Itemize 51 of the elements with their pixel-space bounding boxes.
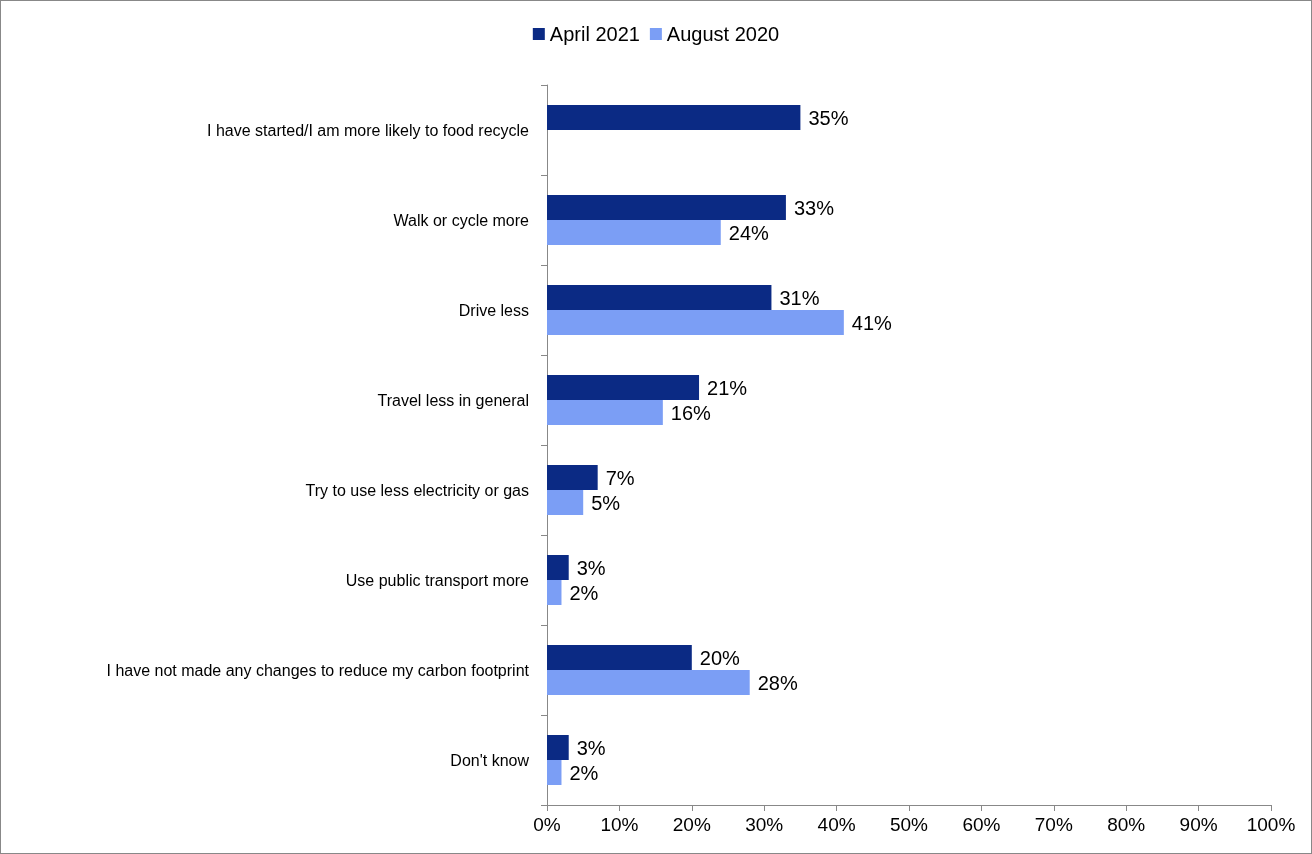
x-tick-label: 80% [1107, 814, 1146, 835]
y-tick-label: Travel less in general [377, 391, 529, 409]
data-label: 41% [851, 311, 893, 334]
data-label: 7% [605, 466, 635, 489]
x-tick-label: 90% [1179, 814, 1218, 835]
data-label: 33% [793, 196, 835, 219]
x-tick-label: 20% [672, 814, 711, 835]
bar [547, 375, 700, 400]
legend-label: August 2020 [666, 23, 780, 45]
y-tick-label: Walk or cycle more [393, 211, 530, 229]
bar [547, 645, 692, 670]
y-tick-label: Don't know [450, 751, 530, 769]
data-label: 21% [707, 376, 748, 399]
bar [547, 670, 750, 695]
x-tick-label: 0% [533, 814, 561, 835]
y-tick-label: I have started/I am more likely to food recycle [207, 121, 530, 139]
bar [547, 490, 584, 515]
bar [547, 105, 801, 130]
bar [547, 465, 598, 490]
x-tick-label: 10% [600, 814, 639, 835]
x-tick-label: 50% [889, 814, 929, 835]
data-label: 2% [569, 761, 599, 784]
bar [547, 310, 844, 335]
x-tick-label: 30% [745, 814, 784, 835]
x-tick-label: 60% [962, 814, 1001, 835]
data-label: 3% [576, 556, 606, 579]
bar [547, 195, 786, 220]
bar [547, 285, 772, 310]
y-tick-label: Use public transport more [345, 571, 530, 589]
data-label: 35% [808, 106, 849, 129]
x-tick-label: 100% [1246, 814, 1296, 835]
data-label: 28% [757, 671, 798, 694]
bar [547, 735, 569, 760]
legend-label: April 2021 [549, 23, 640, 45]
bar [547, 400, 663, 425]
data-label: 5% [591, 491, 621, 514]
x-tick-label: 40% [817, 814, 856, 835]
y-tick-label: I have not made any changes to reduce my carbon footprint [106, 661, 530, 679]
x-tick-label: 70% [1034, 814, 1073, 835]
y-tick-label: Try to use less electricity or gas [305, 481, 529, 499]
bar [547, 580, 562, 605]
bar [547, 760, 562, 785]
data-label: 20% [699, 646, 741, 669]
data-label: 3% [576, 736, 606, 759]
data-label: 31% [779, 286, 820, 309]
bar [547, 555, 569, 580]
data-label: 24% [728, 221, 770, 244]
data-label: 16% [670, 401, 712, 424]
bar [547, 220, 721, 245]
data-label: 2% [569, 581, 599, 604]
y-tick-label: Drive less [458, 301, 529, 319]
